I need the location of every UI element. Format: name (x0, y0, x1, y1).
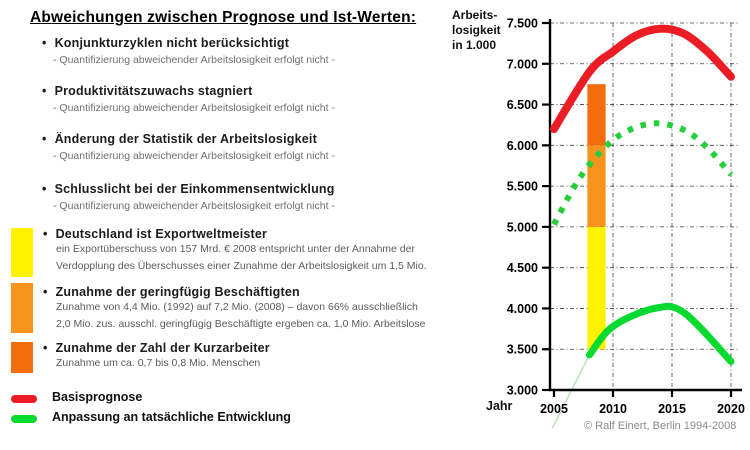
y-tick-label: 3.500 (507, 343, 538, 357)
y-tick-label: 6.000 (507, 139, 538, 153)
y-tick-label: 5.000 (507, 220, 538, 234)
deviation-bar-segment (587, 226, 606, 350)
darkorange-swatch (11, 342, 33, 373)
x-tick-label: 2005 (540, 402, 568, 416)
bullet-konjunkturzyklen: Konjunkturzyklen nicht berücksichtigt - … (42, 36, 335, 66)
y-axis-title-line: Arbeits- (452, 8, 498, 22)
y-tick-label: 7.000 (507, 57, 538, 71)
actual-history-hint-line (551, 354, 591, 429)
block-kurzarbeiter: Zunahme der Zahl der Kurzarbeiter Zunahm… (43, 341, 270, 372)
page-title: Abweichungen zwischen Prognose und Ist-W… (30, 9, 417, 26)
block-line: ein Exportüberschuss von 157 Mrd. € 2008… (56, 243, 415, 255)
block-line: Verdopplung des Überschusses einer Zunah… (56, 260, 427, 272)
y-tick-label: 4.500 (507, 261, 538, 275)
y-axis-title-line: losigkeit (452, 23, 501, 37)
block-geringfuegig: Zunahme der geringfügig Beschäftigten Zu… (43, 285, 426, 333)
deviation-bar-segment (587, 145, 606, 227)
x-tick-label: 2010 (599, 402, 627, 416)
bullet-subtext: - Quantifizierung abweichender Arbeitslo… (53, 150, 335, 162)
block-header: Deutschland ist Exportweltmeister (43, 227, 427, 241)
bullet-subtext: - Quantifizierung abweichender Arbeitslo… (53, 54, 335, 66)
orange-swatch (11, 283, 33, 333)
bullet-header: Schlusslicht bei der Einkommensentwicklu… (42, 182, 335, 196)
y-axis-title-line: in 1.000 (452, 38, 497, 52)
y-tick-label: 3.000 (507, 384, 538, 398)
y-axis-title: Arbeits- losigkeit in 1.000 (452, 8, 501, 53)
block-line: Zunahme von 4,4 Mio. (1992) auf 7,2 Mio.… (56, 301, 418, 313)
y-tick-label: 7.500 (507, 17, 538, 31)
bullet-header: Produktivitätszuwachs stagniert (42, 84, 335, 98)
series-curve-2 (585, 302, 735, 365)
copyright-text: © Ralf Einert, Berlin 1994-2008 (584, 420, 737, 432)
series-curve-0 (550, 24, 735, 134)
deviation-bar-segment (587, 84, 606, 146)
bullet-produktivitaet: Produktivitätszuwachs stagniert - Quanti… (42, 84, 335, 114)
bullet-subtext: - Quantifizierung abweichender Arbeitslo… (53, 200, 335, 212)
x-axis-title: Jahr (486, 399, 513, 413)
bullet-einkommen: Schlusslicht bei der Einkommensentwicklu… (42, 182, 335, 212)
block-line: 2,0 Mio. zus. ausschl. geringfügig Besch… (56, 318, 426, 330)
legend-anpassung: Anpassung an tatsächliche Entwicklung (52, 410, 291, 424)
red-line-swatch (11, 395, 37, 403)
unemployment-forecast-chart: 7.500 7.000 6.500 6.000 5.500 5.000 4.500 4.000… (507, 17, 745, 429)
green-line-swatch (11, 415, 37, 423)
block-header: Zunahme der Zahl der Kurzarbeiter (43, 341, 270, 355)
block-exportweltmeister: Deutschland ist Exportweltmeister ein Ex… (43, 227, 427, 275)
bullet-statistik: Änderung der Statistik der Arbeitslosigk… (42, 132, 335, 162)
y-tick-label: 5.500 (507, 180, 538, 194)
y-tick-label: 4.000 (507, 302, 538, 316)
x-tick-label: 2015 (658, 402, 686, 416)
bullet-subtext: - Quantifizierung abweichender Arbeitslo… (53, 102, 335, 114)
series-dashed-curve-1 (551, 120, 734, 226)
y-tick-label: 6.500 (507, 98, 538, 112)
yellow-swatch (11, 228, 33, 277)
block-line: Zunahme um ca. 0,7 bis 0,8 Mio. Menschen (56, 357, 261, 369)
bullet-header: Änderung der Statistik der Arbeitslosigk… (42, 132, 335, 146)
legend-basisprognose: Basisprognose (52, 390, 143, 404)
x-tick-label: 2020 (717, 402, 745, 416)
block-header: Zunahme der geringfügig Beschäftigten (43, 285, 425, 299)
bullet-header: Konjunkturzyklen nicht berücksichtigt (42, 36, 335, 50)
